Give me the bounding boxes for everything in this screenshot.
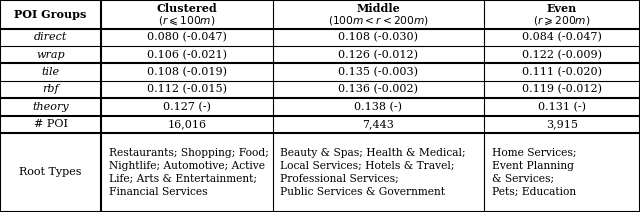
Text: Middle: Middle <box>356 3 400 14</box>
Text: 0.136 (-0.002): 0.136 (-0.002) <box>339 84 419 95</box>
Text: 0.108 (-0.030): 0.108 (-0.030) <box>339 32 419 42</box>
Text: Home Services;
Event Planning
& Services;
Pets; Education: Home Services; Event Planning & Services… <box>492 148 576 197</box>
Text: 0.119 (-0.012): 0.119 (-0.012) <box>522 84 602 95</box>
Text: 0.122 (-0.009): 0.122 (-0.009) <box>522 50 602 60</box>
Text: # POI: # POI <box>33 119 68 129</box>
Text: direct: direct <box>34 32 67 42</box>
Text: POI Groups: POI Groups <box>14 9 87 20</box>
Text: $(r \geqslant 200m)$: $(r \geqslant 200m)$ <box>533 14 591 27</box>
Text: 0.106 (-0.021): 0.106 (-0.021) <box>147 50 227 60</box>
Text: rbf: rbf <box>42 84 59 95</box>
Text: 0.084 (-0.047): 0.084 (-0.047) <box>522 32 602 42</box>
Text: $(100m < r < 200m)$: $(100m < r < 200m)$ <box>328 14 429 27</box>
Text: 0.080 (-0.047): 0.080 (-0.047) <box>147 32 227 42</box>
Text: 0.135 (-0.003): 0.135 (-0.003) <box>339 67 419 77</box>
Text: Clustered: Clustered <box>157 3 217 14</box>
Text: Restaurants; Shopping; Food;
Nightlife; Automotive; Active
Life; Arts & Entertai: Restaurants; Shopping; Food; Nightlife; … <box>109 148 269 197</box>
Text: 0.108 (-0.019): 0.108 (-0.019) <box>147 67 227 77</box>
Text: 0.131 (-): 0.131 (-) <box>538 102 586 112</box>
Text: Even: Even <box>547 3 577 14</box>
Text: Root Types: Root Types <box>19 167 82 177</box>
Text: 0.126 (-0.012): 0.126 (-0.012) <box>339 50 419 60</box>
Text: $(r \leqslant 100m)$: $(r \leqslant 100m)$ <box>158 14 216 27</box>
Text: 0.112 (-0.015): 0.112 (-0.015) <box>147 84 227 95</box>
Text: 7,443: 7,443 <box>362 119 394 129</box>
Text: 0.127 (-): 0.127 (-) <box>163 102 211 112</box>
Text: Beauty & Spas; Health & Medical;
Local Services; Hotels & Travel;
Professional S: Beauty & Spas; Health & Medical; Local S… <box>280 148 466 197</box>
Text: 0.111 (-0.020): 0.111 (-0.020) <box>522 67 602 77</box>
Text: 0.138 (-): 0.138 (-) <box>355 102 403 112</box>
Text: tile: tile <box>42 67 60 77</box>
Text: theory: theory <box>32 102 69 112</box>
Text: 3,915: 3,915 <box>546 119 578 129</box>
Text: wrap: wrap <box>36 50 65 60</box>
Text: 16,016: 16,016 <box>167 119 207 129</box>
